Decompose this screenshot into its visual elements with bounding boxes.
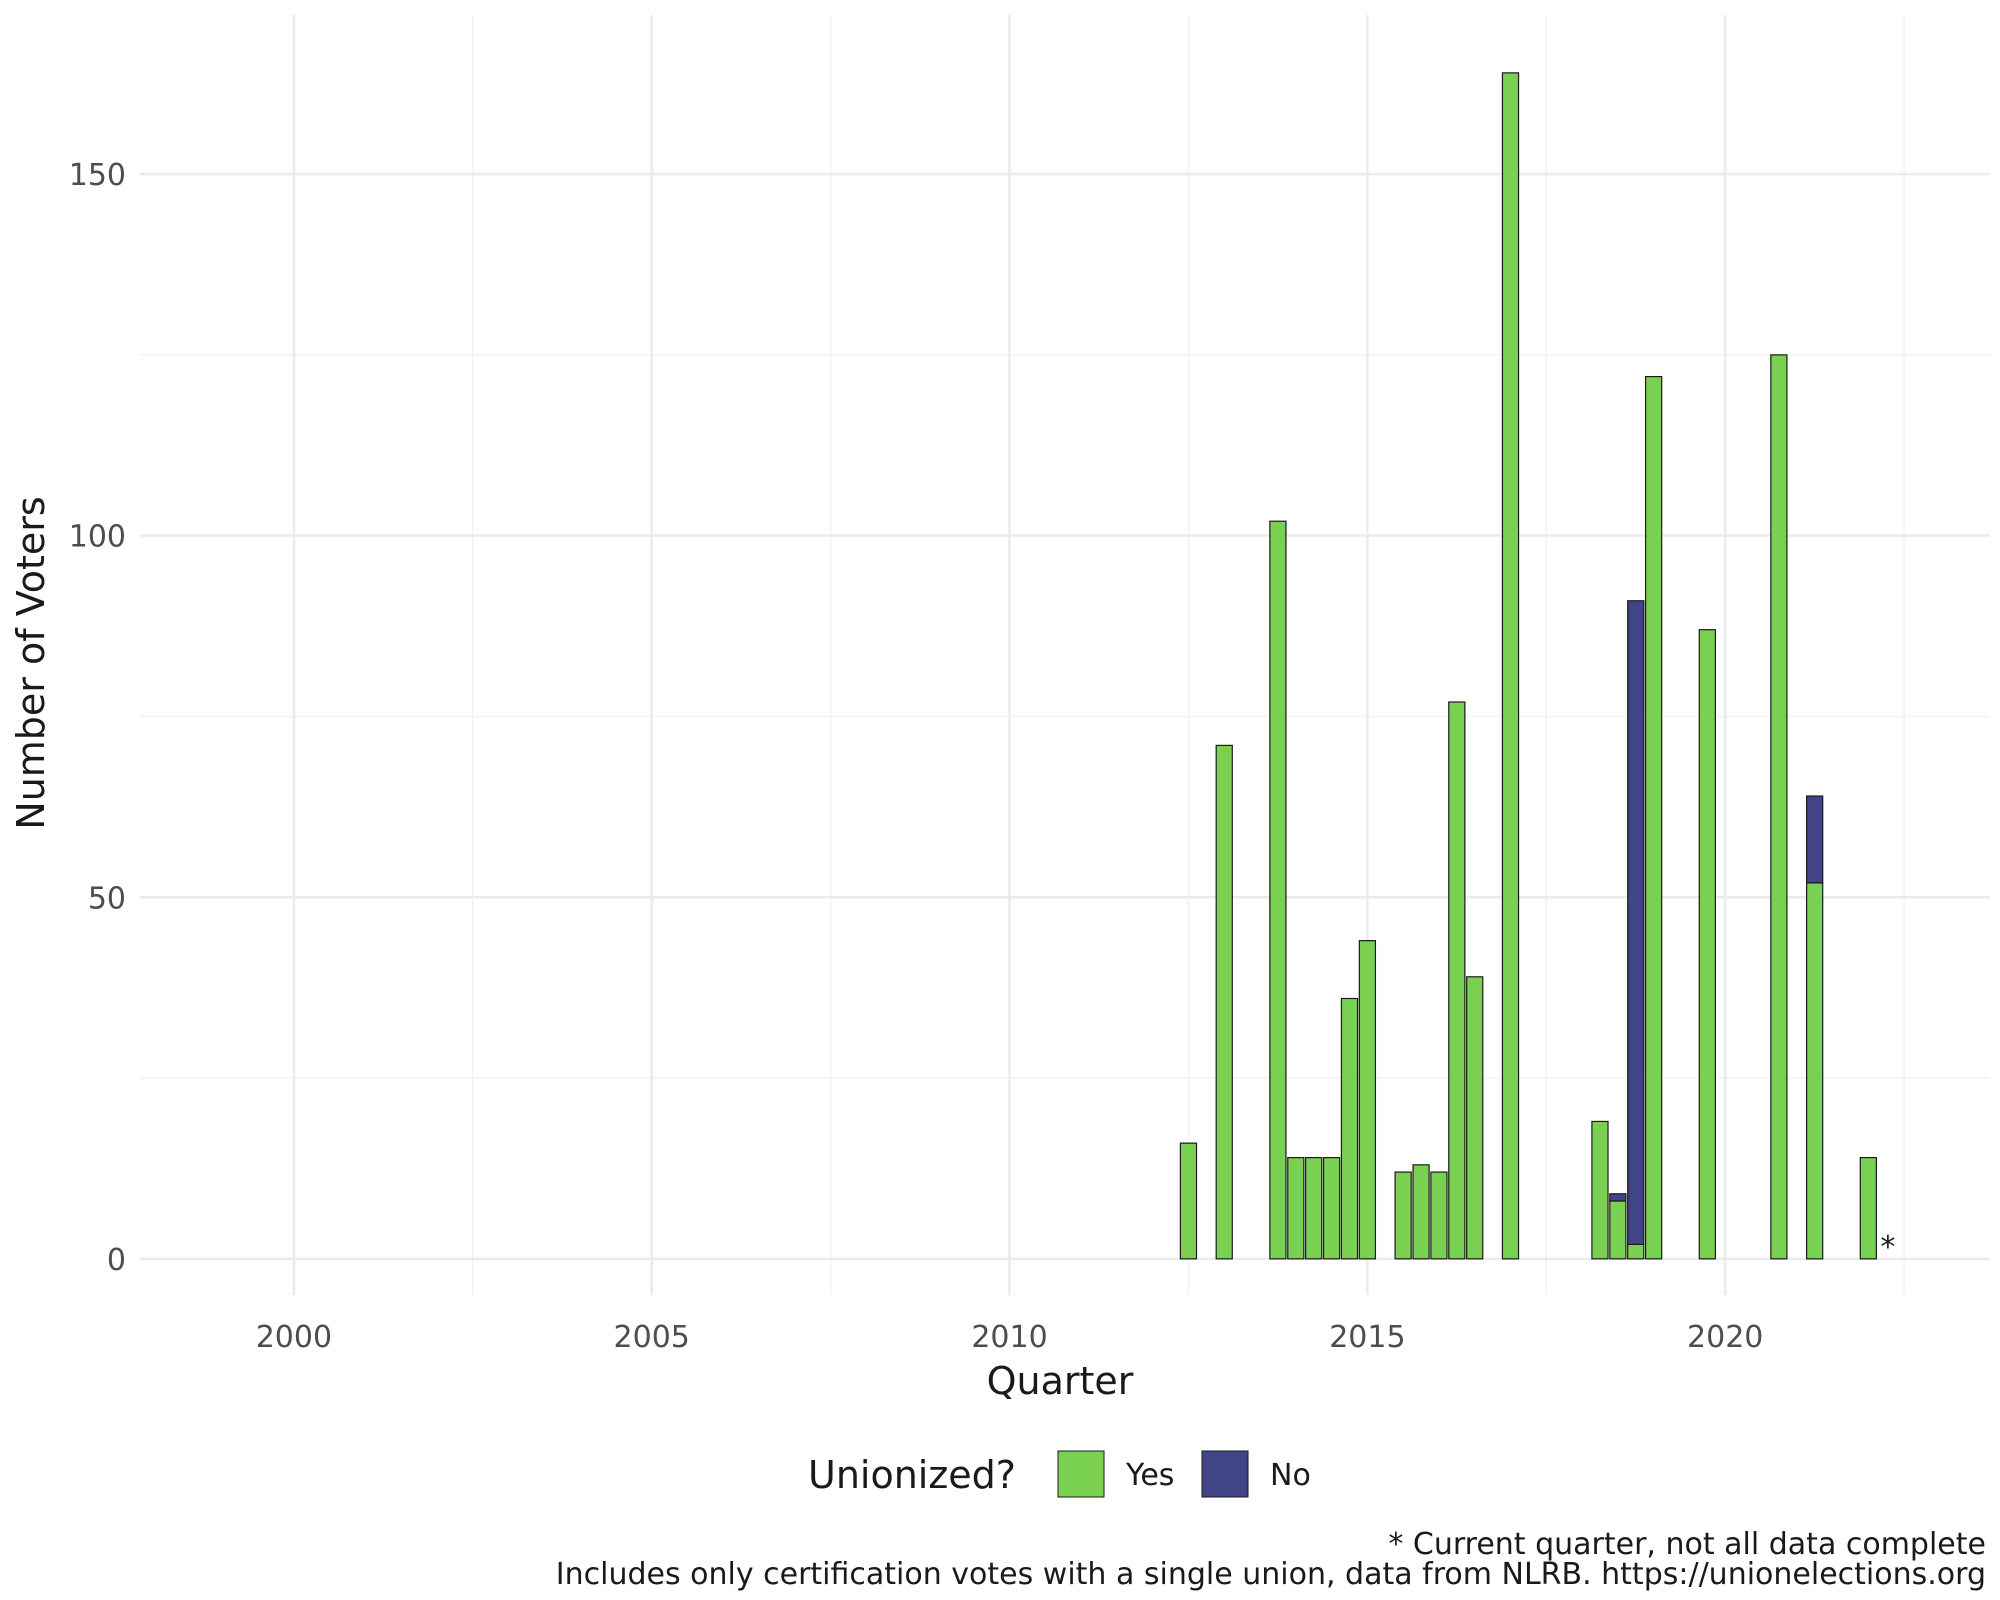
- bar-no: [1609, 1193, 1627, 1202]
- legend-swatch-yes: [1057, 1450, 1105, 1498]
- legend-swatch-no: [1201, 1450, 1249, 1498]
- bar-yes: [1412, 1164, 1430, 1260]
- y-tick-labels: 0 50 100 150: [69, 158, 126, 1278]
- legend-label-yes: Yes: [1125, 1458, 1174, 1493]
- bar-yes: [1287, 1156, 1305, 1260]
- x-tick-label: 2020: [1687, 1320, 1763, 1355]
- y-tick-label: 50: [88, 881, 126, 916]
- bar-yes: [1430, 1171, 1448, 1260]
- caption-line-1: * Current quarter, not all data complete: [1388, 1527, 1986, 1562]
- bar-yes: [1609, 1200, 1627, 1260]
- legend-title: Unionized?: [808, 1453, 1016, 1497]
- bar-yes: [1770, 354, 1788, 1260]
- bar-yes: [1448, 701, 1466, 1260]
- annotation-asterisk: *: [1880, 1230, 1895, 1265]
- bar-yes: [1501, 72, 1520, 1260]
- bar-yes: [1644, 375, 1663, 1260]
- bar-yes: [1591, 1120, 1609, 1260]
- bar-no: [1806, 795, 1824, 884]
- bar-yes: [1859, 1156, 1877, 1260]
- annotations: *: [1880, 1230, 1895, 1265]
- x-tick-label: 2010: [971, 1320, 1047, 1355]
- x-axis-title: Quarter: [987, 1359, 1134, 1403]
- y-axis-title: Number of Voters: [9, 496, 53, 829]
- bar-yes: [1358, 940, 1377, 1260]
- bar-yes: [1269, 520, 1287, 1260]
- bar-yes: [1322, 1156, 1341, 1260]
- bar-yes: [1305, 1156, 1323, 1260]
- legend: Unionized? Yes No: [808, 1450, 1311, 1498]
- x-tick-label: 2015: [1329, 1320, 1405, 1355]
- bar-yes: [1179, 1142, 1198, 1260]
- bars: [1179, 72, 1877, 1260]
- bar-yes: [1466, 976, 1484, 1260]
- bar-yes: [1394, 1171, 1412, 1260]
- y-tick-label: 150: [69, 158, 126, 193]
- grid: [140, 15, 1990, 1295]
- bar-no: [1627, 600, 1645, 1245]
- y-tick-label: 0: [107, 1243, 126, 1278]
- bar-yes: [1627, 1243, 1645, 1260]
- legend-label-no: No: [1270, 1458, 1311, 1493]
- x-tick-label: 2000: [256, 1320, 332, 1355]
- x-tick-labels: 2000 2005 2010 2015 2020: [256, 1320, 1764, 1355]
- bar-yes: [1215, 744, 1233, 1260]
- bar-yes: [1698, 629, 1716, 1260]
- bar-yes: [1806, 882, 1824, 1260]
- x-tick-label: 2005: [614, 1320, 690, 1355]
- y-tick-label: 100: [69, 520, 126, 555]
- caption-line-2: Includes only certification votes with a…: [556, 1557, 1986, 1592]
- bar-yes: [1340, 997, 1359, 1260]
